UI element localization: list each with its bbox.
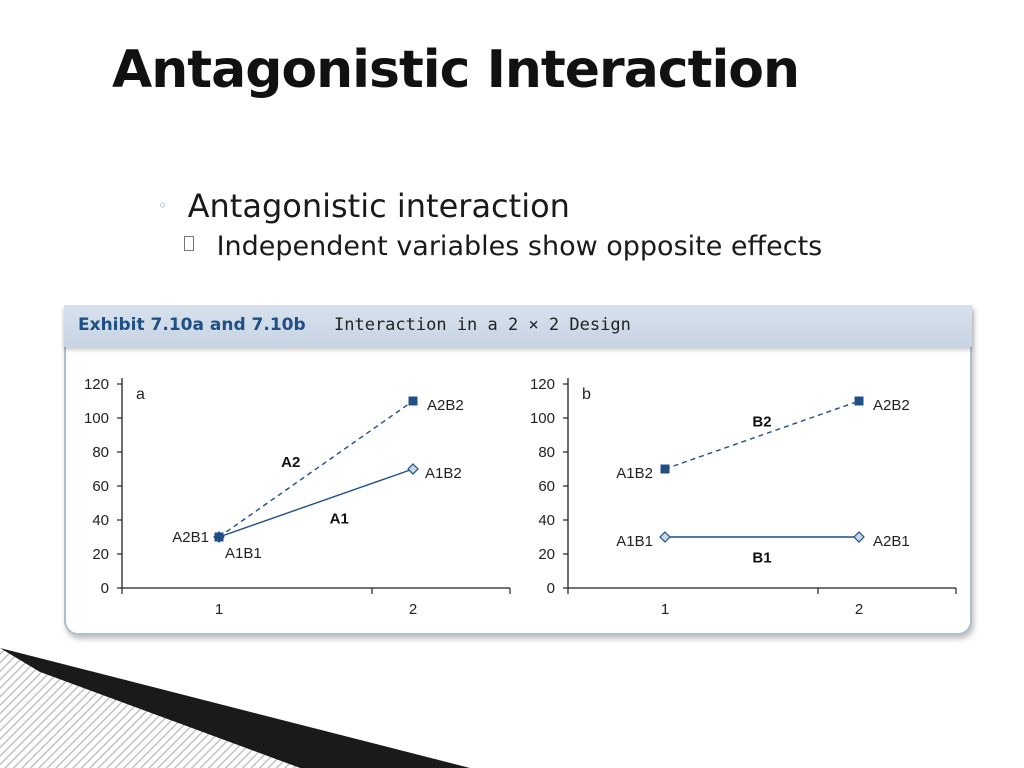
y-tick-label: 0 xyxy=(101,580,109,597)
x-tick-label: 1 xyxy=(215,601,223,618)
point-marker-diamond xyxy=(407,463,419,475)
point-label: A2B1 xyxy=(873,533,910,550)
bullet-level-2: Independent variables show opposite effe… xyxy=(184,231,822,262)
x-tick-label: 2 xyxy=(855,601,863,618)
chart-b: 0 20 40 60 80 100 120 1 2 b A1B1 A2B1 B1 A1B2 A2B2 B2 xyxy=(530,376,957,618)
point-marker-square xyxy=(854,396,864,406)
point-label: A1B1 xyxy=(225,545,262,562)
exhibit-header: Exhibit 7.10a and 7.10b Interaction in a… xyxy=(64,305,972,347)
y-tick-label: 80 xyxy=(92,444,109,461)
bullet-text: Independent variables show opposite effe… xyxy=(216,231,823,262)
point-marker-diamond xyxy=(659,531,671,543)
square-bullet-icon xyxy=(184,236,194,251)
y-tick-label: 60 xyxy=(92,478,109,495)
point-marker-square xyxy=(214,532,224,542)
point-label: A2B2 xyxy=(427,397,464,414)
series-line-A1 xyxy=(218,468,414,538)
y-tick-label: 40 xyxy=(538,512,555,529)
series-line-A2 xyxy=(218,400,414,538)
bullet-text: Antagonistic interaction xyxy=(187,187,570,225)
bullet-level-1: ◦ Antagonistic interaction xyxy=(158,187,570,225)
y-tick-label: 120 xyxy=(84,376,109,393)
series-name-label: B1 xyxy=(752,549,771,566)
x-tick-label: 2 xyxy=(409,601,417,618)
y-tick-label: 60 xyxy=(538,478,555,495)
y-tick-label: 120 xyxy=(530,376,555,393)
y-tick-label: 100 xyxy=(84,410,109,427)
y-tick-label: 40 xyxy=(92,512,109,529)
y-tick-label: 20 xyxy=(538,546,555,563)
series-name-label: A2 xyxy=(281,454,300,471)
panel-label: b xyxy=(582,386,591,403)
point-marker-diamond xyxy=(853,531,865,543)
panel-label: a xyxy=(136,386,145,403)
point-label: A1B2 xyxy=(616,465,653,482)
point-marker-square xyxy=(660,464,670,474)
y-tick-label: 100 xyxy=(530,410,555,427)
exhibit-panel xyxy=(64,305,972,635)
x-tick-label: 1 xyxy=(661,601,669,618)
chart-a: 0 20 40 60 80 100 120 1 2 a A1B1 A1B2 A1 A2B1 A2B2 A2 xyxy=(84,376,511,618)
exhibit-label: Exhibit 7.10a and 7.10b xyxy=(78,315,306,335)
slide-title: Antagonistic Interaction xyxy=(112,40,800,100)
y-tick-label: 20 xyxy=(92,546,109,563)
series-name-label: B2 xyxy=(752,413,771,430)
point-label: A1B1 xyxy=(616,533,653,550)
point-label: A2B1 xyxy=(172,529,209,546)
point-marker-square xyxy=(408,396,418,406)
series-name-label: A1 xyxy=(330,510,349,527)
point-label: A2B2 xyxy=(873,397,910,414)
y-tick-label: 80 xyxy=(538,444,555,461)
y-tick-label: 0 xyxy=(547,580,555,597)
exhibit-caption: Interaction in a 2 × 2 Design xyxy=(334,315,631,335)
series-line-B2 xyxy=(664,400,860,470)
circle-bullet-icon: ◦ xyxy=(158,196,168,215)
point-label: A1B2 xyxy=(425,465,462,482)
